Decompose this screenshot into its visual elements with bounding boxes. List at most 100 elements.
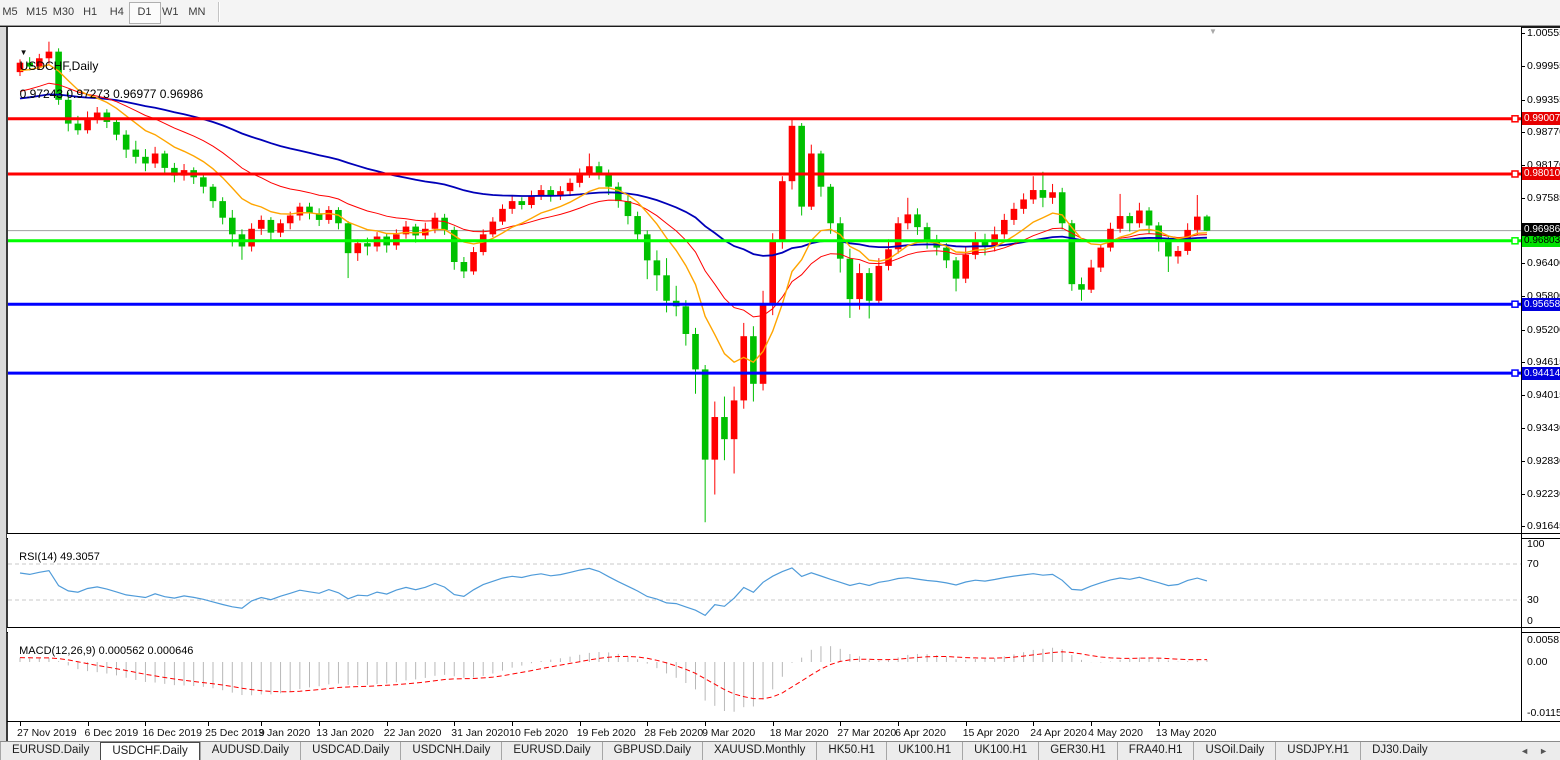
chart-tab-USDCHF.Daily[interactable]: USDCHF.Daily — [100, 742, 200, 760]
time-axis-tick — [319, 722, 321, 726]
candle — [672, 285, 680, 317]
rsi-scale-label: 0 — [1527, 615, 1533, 627]
chart-tab-UK100.H1[interactable]: UK100.H1 — [886, 742, 962, 760]
chart-tab-GBPUSD.Daily[interactable]: GBPUSD.Daily — [601, 742, 702, 760]
timeframe-button-M5[interactable]: M5 — [2, 6, 18, 18]
support-line-blue-1-handle[interactable] — [1511, 300, 1519, 308]
chart-tab-USDCNH.Daily[interactable]: USDCNH.Daily — [400, 742, 501, 760]
chart-tab-UK100.H1[interactable]: UK100.H1 — [962, 742, 1038, 760]
candle — [1020, 193, 1027, 214]
support-line-green-handle[interactable] — [1511, 237, 1519, 245]
chart-tab-FRA40.H1[interactable]: FRA40.H1 — [1116, 742, 1194, 760]
time-axis-tick — [965, 722, 967, 726]
price-axis-border — [1521, 27, 1522, 721]
time-axis-tick — [208, 722, 210, 726]
chart-shift-marker-icon[interactable]: ▼ — [1209, 27, 1217, 36]
tabs-scroll-right-icon[interactable]: ► — [1539, 746, 1548, 756]
chart-tab-XAUUSD.Monthly[interactable]: XAUUSD.Monthly — [702, 742, 816, 760]
price-level-tag[interactable]: 0.99007 — [1522, 112, 1560, 126]
resistance-line-1-handle[interactable] — [1511, 115, 1519, 123]
timeframe-button-H4[interactable]: H4 — [109, 6, 124, 18]
candle — [383, 233, 390, 253]
chart-tab-HK50.H1[interactable]: HK50.H1 — [816, 742, 886, 760]
candle — [827, 183, 834, 234]
time-axis-label: 3 Jan 2020 — [258, 727, 311, 739]
price-level-tag[interactable]: 0.98010 — [1522, 167, 1560, 181]
candle — [875, 258, 883, 306]
ma-fast-orange — [19, 63, 1207, 364]
timeframe-button-M15[interactable]: M15 — [25, 6, 48, 18]
timeframe-button-MN[interactable]: MN — [188, 6, 206, 18]
candle — [26, 57, 33, 71]
rsi-scale-label: 70 — [1527, 558, 1539, 570]
toolbar-divider — [218, 2, 220, 22]
time-axis-tick — [145, 722, 147, 726]
timeframe-button-W1[interactable]: W1 — [161, 6, 179, 18]
candle — [885, 239, 892, 271]
candle — [238, 229, 246, 260]
candle — [64, 92, 72, 132]
chart-tab-USOil.Daily[interactable]: USOil.Daily — [1193, 742, 1275, 760]
ma-slow-blue — [19, 93, 1207, 257]
price-level-tag[interactable]: 0.95658 — [1522, 297, 1560, 311]
candle — [450, 226, 458, 270]
timeframe-button-H1[interactable]: H1 — [83, 6, 98, 18]
chart-tab-AUDUSD.Daily[interactable]: AUDUSD.Daily — [199, 742, 300, 760]
candle — [267, 217, 275, 241]
candle — [45, 41, 53, 64]
rsi-scale-label: 30 — [1527, 594, 1539, 606]
support-line-blue-2-handle[interactable] — [1511, 369, 1519, 377]
price-level-tag[interactable]: 0.96803 — [1522, 234, 1560, 248]
candle — [528, 190, 535, 209]
time-axis-tick — [898, 722, 900, 726]
tabs-scroll-left-icon[interactable]: ◄ — [1520, 746, 1530, 756]
candle — [354, 239, 362, 261]
chart-tab-USDCAD.Daily[interactable]: USDCAD.Daily — [300, 742, 400, 760]
macd-indicator-canvas[interactable] — [8, 631, 1521, 721]
price-axis-tick — [1521, 361, 1525, 363]
macd-values: 0.000562 0.000646 — [98, 645, 194, 657]
time-axis-label: 10 Feb 2020 — [509, 727, 569, 739]
time-axis-tick — [512, 722, 514, 726]
candle — [643, 230, 651, 280]
timeframe-button-D1[interactable]: D1 — [128, 2, 161, 24]
candle — [257, 215, 265, 235]
chart-tab-GER30.H1[interactable]: GER30.H1 — [1038, 742, 1117, 760]
candle — [1078, 277, 1085, 301]
candle — [750, 326, 757, 402]
time-axis-label: 16 Dec 2019 — [142, 727, 202, 739]
candle — [315, 208, 323, 227]
candle — [489, 217, 497, 238]
candle — [1107, 222, 1114, 252]
price-level-tag[interactable]: 0.94414 — [1522, 366, 1560, 380]
time-axis-tick — [386, 722, 388, 726]
candle — [634, 211, 641, 241]
price-axis-tick — [1521, 33, 1525, 35]
chart-tab-EURUSD.Daily[interactable]: EURUSD.Daily — [501, 742, 601, 760]
candle — [402, 221, 410, 239]
time-axis-label: 22 Jan 2020 — [383, 727, 442, 739]
chart-tab-EURUSD.Daily[interactable]: EURUSD.Daily — [0, 742, 100, 760]
timeframe-button-M30[interactable]: M30 — [52, 6, 75, 18]
candle — [952, 257, 960, 292]
chart-bottom-border — [7, 721, 1560, 722]
resistance-line-2-handle[interactable] — [1511, 170, 1519, 178]
chart-dropdown-icon[interactable]: ▼ — [19, 48, 28, 57]
macd-scale-label: 0.005818 — [1527, 634, 1560, 646]
rsi-indicator-canvas[interactable] — [8, 537, 1521, 627]
chart-tab-DJ30.Daily[interactable]: DJ30.Daily — [1360, 742, 1439, 760]
window-left-edge — [0, 27, 8, 741]
chart-tab-USDJPY.H1[interactable]: USDJPY.H1 — [1275, 742, 1360, 760]
price-axis-label: 0.99355 — [1527, 93, 1560, 106]
candle — [1001, 213, 1008, 239]
price-axis-label: 0.91645 — [1527, 520, 1560, 533]
candle — [142, 149, 149, 172]
candle — [692, 327, 699, 394]
main-chart-canvas[interactable] — [8, 27, 1521, 533]
rsi-label: RSI(14) 49.3057 — [19, 551, 100, 563]
candle — [132, 140, 140, 164]
candle — [914, 208, 921, 235]
